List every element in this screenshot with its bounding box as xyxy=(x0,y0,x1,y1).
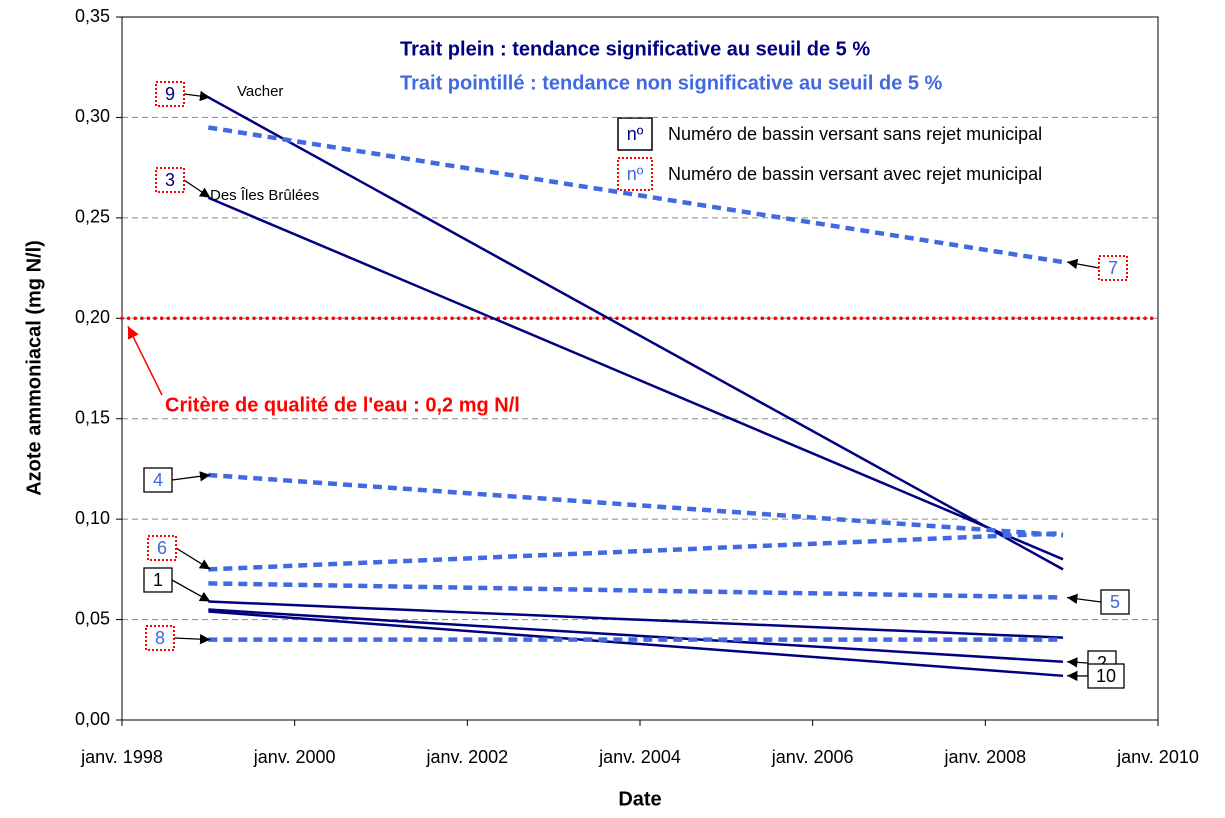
label-arrow xyxy=(175,547,211,570)
series-label: 8 xyxy=(155,628,165,648)
key-box-solid xyxy=(617,117,653,151)
label-arrow xyxy=(171,579,211,603)
label-arrow xyxy=(1066,593,1102,605)
trend-line xyxy=(208,608,1064,663)
y-tick-label: 0,00 xyxy=(75,709,110,729)
series-label: 10 xyxy=(1096,666,1116,686)
label-box xyxy=(143,467,173,493)
x-tick-label: janv. 2000 xyxy=(253,747,336,767)
series-label: 6 xyxy=(157,538,167,558)
threshold-arrow xyxy=(127,325,163,396)
y-tick-label: 0,10 xyxy=(75,508,110,528)
y-tick-label: 0,30 xyxy=(75,106,110,126)
label-box xyxy=(1098,255,1128,281)
label-arrow xyxy=(183,90,211,102)
y-tick-label: 0,20 xyxy=(75,307,110,327)
series-label: 3 xyxy=(165,170,175,190)
label-box xyxy=(1087,663,1125,689)
trend-line xyxy=(208,472,1064,538)
x-tick-label: janv. 2010 xyxy=(1116,747,1199,767)
key-symbol: nº xyxy=(627,164,644,184)
trend-line xyxy=(208,581,1064,600)
series-annotation: Des Îles Brûlées xyxy=(210,187,319,204)
x-tick-label: janv. 2002 xyxy=(425,747,508,767)
x-tick-label: janv. 2008 xyxy=(943,747,1026,767)
label-arrow xyxy=(1066,258,1100,270)
y-tick-label: 0,15 xyxy=(75,407,110,427)
label-box xyxy=(155,81,185,107)
series-label: 5 xyxy=(1110,592,1120,612)
key-box-dotted xyxy=(617,157,653,191)
legend-solid: Trait plein : tendance significative au … xyxy=(400,38,870,60)
trend-line xyxy=(207,125,1064,265)
x-tick-label: janv. 2004 xyxy=(598,747,681,767)
trend-line xyxy=(207,196,1064,561)
series-label: 1 xyxy=(153,570,163,590)
series-label: 7 xyxy=(1108,258,1118,278)
series-label: 4 xyxy=(153,470,163,490)
trend-line xyxy=(208,610,1064,678)
label-arrow xyxy=(171,471,211,482)
label-box xyxy=(143,567,173,593)
x-axis-title: Date xyxy=(618,788,661,810)
y-axis-title: Azote ammoniacal (mg N/l) xyxy=(23,240,45,496)
y-tick-label: 0,35 xyxy=(75,6,110,26)
label-box xyxy=(145,625,175,651)
label-arrow xyxy=(183,179,211,199)
key-without: Numéro de bassin versant sans rejet muni… xyxy=(668,124,1042,144)
series-label: 2 xyxy=(1097,653,1107,673)
key-with: Numéro de bassin versant avec rejet muni… xyxy=(668,164,1042,184)
key-symbol: nº xyxy=(627,124,644,144)
label-arrow xyxy=(1066,657,1089,668)
legend-dotted: Trait pointillé : tendance non significa… xyxy=(400,72,943,94)
plot-frame xyxy=(121,16,1159,721)
y-tick-label: 0,05 xyxy=(75,608,110,628)
series-annotation: Vacher xyxy=(237,83,283,100)
trend-line xyxy=(208,530,1064,572)
trend-line xyxy=(207,96,1064,571)
label-box xyxy=(155,167,185,193)
threshold-label: Critère de qualité de l'eau : 0,2 mg N/l xyxy=(165,394,520,416)
x-tick-label: janv. 1998 xyxy=(80,747,163,767)
trend-line xyxy=(208,600,1064,639)
label-box xyxy=(1100,589,1130,615)
label-box xyxy=(147,535,177,561)
series-label: 9 xyxy=(165,84,175,104)
y-tick-label: 0,25 xyxy=(75,207,110,227)
x-tick-label: janv. 2006 xyxy=(771,747,854,767)
label-arrow xyxy=(173,633,211,645)
